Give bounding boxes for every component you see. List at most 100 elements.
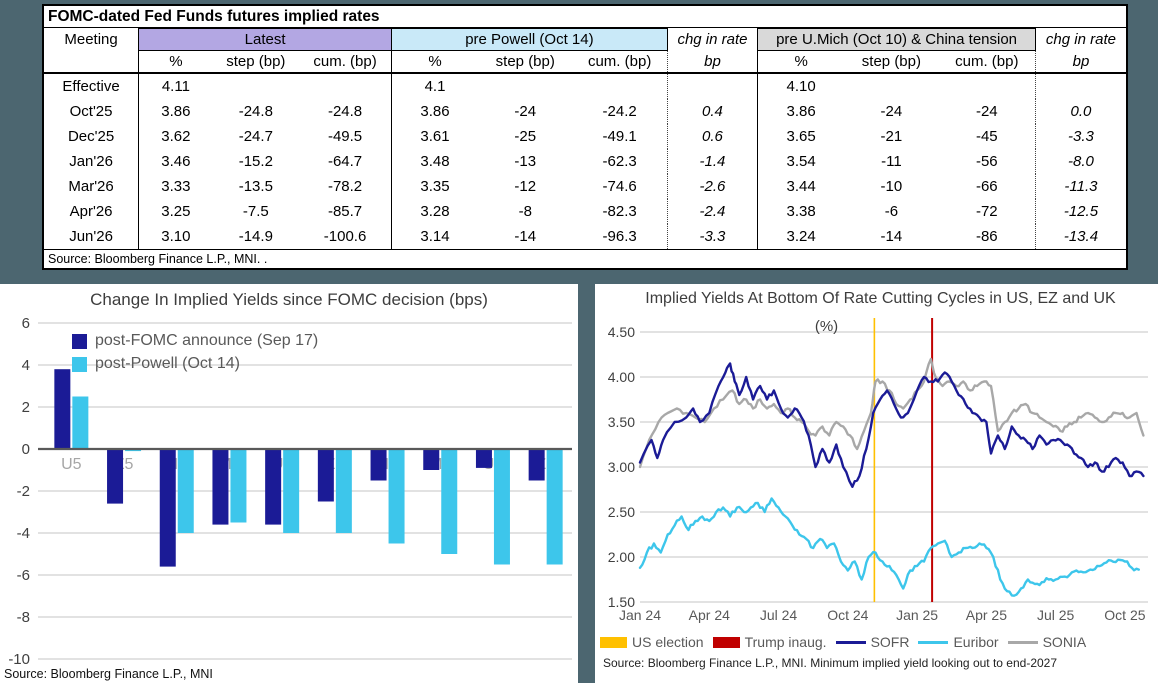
- legend-item: post-Powell (Oct 14): [72, 355, 318, 373]
- y-axis-label: -10: [8, 651, 30, 668]
- y-axis-label: -6: [17, 567, 30, 584]
- legend-label: Trump inaug.: [744, 634, 827, 650]
- table-cell: 3.35: [391, 174, 478, 199]
- table-cell: -85.7: [327, 203, 363, 220]
- bar: [317, 449, 334, 502]
- table-cell: -56: [975, 153, 998, 170]
- table-cell: 4.1: [391, 73, 478, 99]
- bar: [177, 449, 194, 533]
- legend-label: SONIA: [1042, 634, 1087, 650]
- table-cell: 3.54: [757, 149, 845, 174]
- legend-item: SOFR: [835, 634, 909, 650]
- bar: [388, 449, 405, 544]
- subheader-pct: %: [138, 50, 213, 74]
- bar: [493, 449, 510, 565]
- table-row: Effective 4.11 4.1 4.10: [44, 73, 1126, 99]
- table-cell: -72: [975, 203, 998, 220]
- legend-item: US election: [600, 634, 704, 650]
- category-label: U5: [61, 456, 82, 473]
- series-line-sonia: [638, 357, 1145, 469]
- table-cell: -25: [514, 128, 537, 145]
- y-axis-label: 2: [22, 399, 30, 416]
- table-cell: [939, 73, 1036, 99]
- table-cell: Dec'25: [67, 128, 115, 145]
- x-axis-label: Jul 24: [760, 607, 798, 623]
- table-cell: 4.10: [757, 73, 845, 99]
- table-cell: [213, 73, 299, 99]
- table-row: Apr'26 3.25 -7.5 -85.7 3.28 -8 -82.3 -2.4 3.38 -6…: [44, 199, 1126, 224]
- table-cell: Oct'25: [69, 103, 113, 120]
- legend-swatch: [918, 640, 949, 644]
- y-axis-label: 2.50: [608, 504, 635, 520]
- y-axis-label: 4: [22, 357, 30, 374]
- subheader-cum: cum. (bp): [299, 50, 392, 74]
- subheader-cum: cum. (bp): [938, 50, 1036, 74]
- table-cell: 3.65: [757, 124, 845, 149]
- table-cell: -10: [880, 178, 903, 195]
- x-axis-label: Apr 24: [689, 607, 730, 623]
- table-cell: -49.1: [602, 128, 637, 145]
- table-cell: -24: [975, 103, 998, 120]
- table-cell: -12: [514, 178, 537, 195]
- subheader-bp: bp: [1034, 50, 1126, 74]
- legend-label: post-FOMC announce (Sep 17): [95, 332, 319, 349]
- table-cell: -24.8: [327, 103, 363, 120]
- subheader-cum: cum. (bp): [572, 50, 668, 74]
- y-axis-label: 4.00: [608, 369, 635, 385]
- table-cell: 3.25: [138, 199, 213, 224]
- table-cell: Jun'26: [44, 224, 139, 250]
- y-axis-label: 4.50: [608, 324, 635, 340]
- table-cell: Mar'26: [68, 178, 114, 195]
- table-cell: -12.5: [1034, 199, 1126, 224]
- table-group-header-row: Meeting Latest pre Powell (Oct 14) chg i…: [44, 28, 1126, 51]
- x-axis-label: Jan 25: [896, 607, 938, 623]
- table-cell: -64.7: [327, 153, 363, 170]
- y-axis-label: 1.50: [608, 594, 635, 610]
- table-cell: -13.4: [1034, 224, 1126, 250]
- table-cell: 3.61: [391, 124, 478, 149]
- bar: [230, 449, 247, 523]
- bar-chart-source: Source: Bloomberg Finance L.P., MNI: [4, 667, 213, 681]
- table-cell: -14: [477, 224, 573, 250]
- table-cell: -14: [844, 224, 939, 250]
- y-axis-label: 6: [22, 315, 30, 332]
- y-axis-label: 2.00: [608, 549, 635, 565]
- table-cell: 3.46: [138, 149, 213, 174]
- legend-swatch: [600, 636, 627, 648]
- table-cell: -21: [880, 128, 903, 145]
- bar: [423, 449, 440, 470]
- series-line-sofr: [638, 362, 1145, 489]
- table-cell: -1.4: [666, 149, 758, 174]
- table-cell: -82.3: [602, 203, 637, 220]
- group-header-pre-umich: pre U.Mich (Oct 10) & China tension: [757, 28, 1036, 51]
- table-cell: [299, 73, 392, 99]
- table-cell: 3.44: [757, 174, 845, 199]
- table-cell: -13: [514, 153, 537, 170]
- bar: [528, 449, 545, 481]
- table-row: Mar'26 3.33 -13.5 -78.2 3.35 -12 -74.6 -2.6 3.44…: [44, 174, 1126, 199]
- line-chart-source: Source: Bloomberg Finance L.P., MNI. Min…: [603, 656, 1058, 670]
- table-cell: 3.86: [138, 99, 213, 124]
- x-axis-label: Jan 24: [619, 607, 661, 623]
- x-axis-label: Jul 25: [1037, 607, 1075, 623]
- table-cell: -62.3: [602, 153, 637, 170]
- table-row: Oct'25 3.86 -24.8 -24.8 3.86 -24 -24.2 0.4 3.86-…: [44, 99, 1126, 124]
- y-axis-label: 3.50: [608, 414, 635, 430]
- subheader-step: step (bp): [212, 50, 300, 74]
- group-header-chg1: chg in rate: [666, 28, 758, 51]
- table-row: Dec'25 3.62 -24.7 -49.5 3.61 -25 -49.1 0.6 3.65 -…: [44, 124, 1126, 149]
- table-cell: 3.33: [138, 174, 213, 199]
- legend-swatch-post-powell: [72, 356, 87, 372]
- fomc-table-panel: FOMC-dated Fed Funds futures implied rat…: [42, 4, 1128, 270]
- table-cell: -7.5: [242, 203, 269, 220]
- table-cell: -74.6: [602, 178, 637, 195]
- table-title: FOMC-dated Fed Funds futures implied rat…: [44, 6, 1126, 28]
- table-cell: 0.0: [1034, 99, 1126, 124]
- table-cell: -24.7: [238, 128, 273, 145]
- subheader-step: step (bp): [477, 50, 573, 74]
- bar-chart-title: Change In Implied Yields since FOMC deci…: [90, 290, 488, 309]
- group-header-pre-powell: pre Powell (Oct 14): [391, 28, 668, 51]
- table-cell: 3.48: [391, 149, 478, 174]
- table-cell: [1034, 73, 1126, 99]
- table-cell: -66: [975, 178, 998, 195]
